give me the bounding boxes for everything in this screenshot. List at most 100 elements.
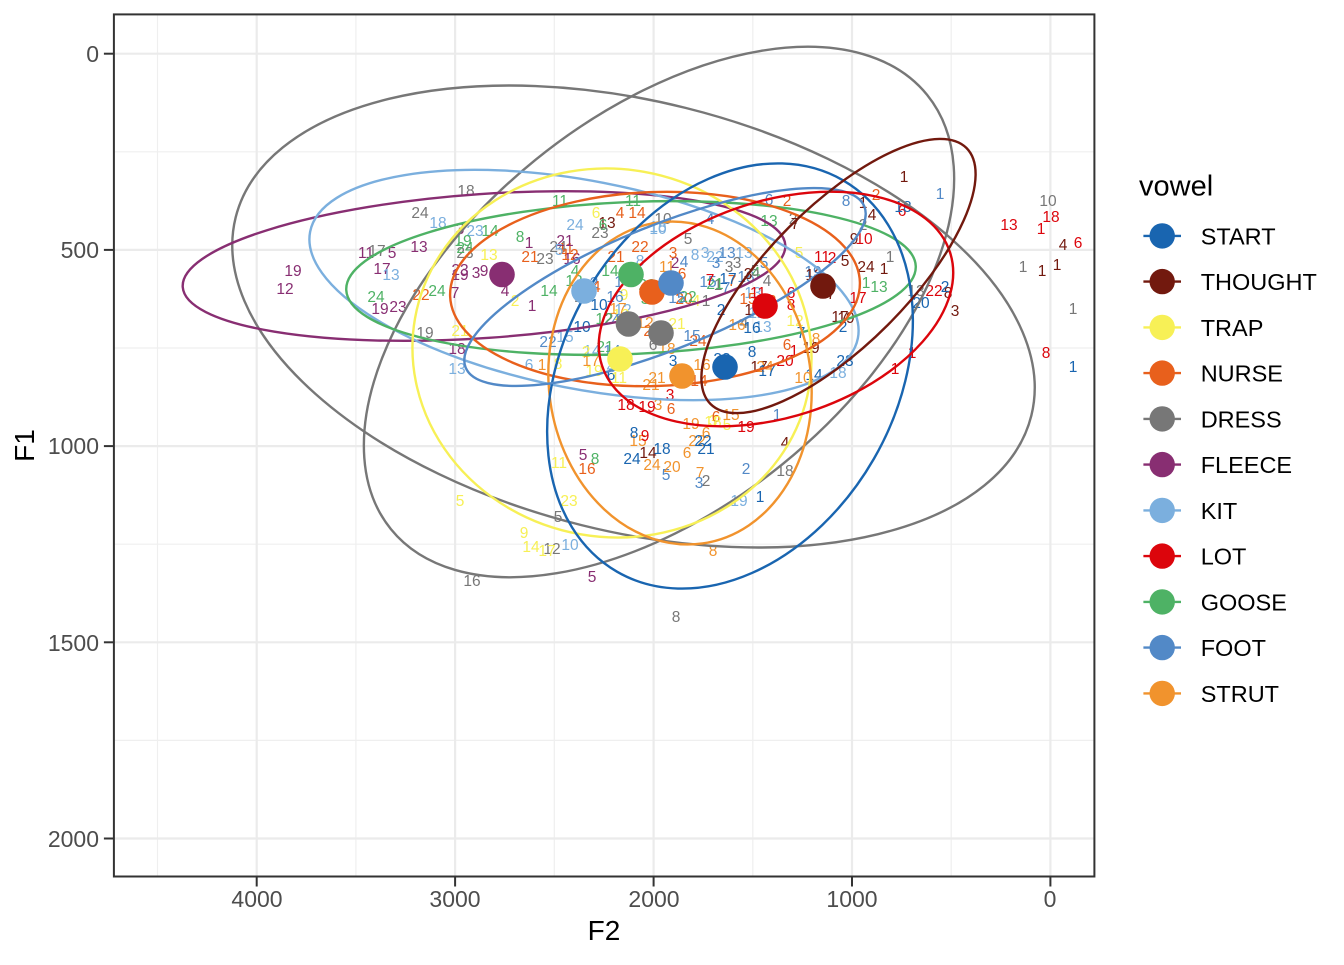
svg-text:0: 0	[1044, 886, 1057, 912]
svg-text:20: 20	[663, 459, 681, 476]
svg-text:1: 1	[880, 261, 889, 278]
svg-text:4: 4	[571, 263, 580, 280]
svg-text:6: 6	[712, 409, 721, 426]
svg-text:3: 3	[725, 259, 734, 276]
svg-text:1: 1	[1038, 263, 1047, 280]
svg-text:24: 24	[643, 457, 661, 474]
svg-text:9: 9	[480, 263, 489, 280]
svg-text:14: 14	[481, 223, 499, 240]
svg-text:13: 13	[598, 215, 615, 232]
svg-text:17: 17	[373, 261, 390, 278]
svg-text:3: 3	[666, 387, 675, 404]
svg-text:23: 23	[456, 245, 473, 262]
svg-text:23: 23	[591, 225, 608, 242]
svg-text:19: 19	[730, 493, 747, 510]
svg-text:2: 2	[742, 461, 751, 478]
svg-text:3: 3	[654, 397, 663, 414]
svg-text:5: 5	[579, 447, 588, 464]
svg-text:17: 17	[758, 363, 775, 380]
svg-text:6: 6	[783, 337, 792, 354]
svg-text:24: 24	[367, 289, 385, 306]
svg-text:12: 12	[543, 541, 560, 558]
svg-text:500: 500	[61, 237, 99, 263]
svg-text:START: START	[1201, 223, 1276, 249]
svg-text:22: 22	[706, 249, 723, 266]
svg-text:6: 6	[683, 445, 692, 462]
svg-text:8: 8	[591, 451, 600, 468]
svg-text:22: 22	[688, 433, 705, 450]
svg-text:1000: 1000	[826, 886, 877, 912]
svg-text:6: 6	[525, 357, 534, 374]
svg-text:1: 1	[1069, 301, 1078, 318]
svg-text:5: 5	[555, 242, 564, 259]
svg-text:13: 13	[870, 279, 887, 296]
svg-text:22: 22	[694, 433, 711, 450]
svg-text:4: 4	[740, 315, 749, 332]
svg-text:0: 0	[86, 41, 99, 67]
svg-text:14: 14	[522, 539, 540, 556]
svg-text:21: 21	[706, 276, 723, 293]
svg-text:KIT: KIT	[1201, 498, 1238, 524]
svg-text:6: 6	[765, 192, 774, 209]
svg-text:5: 5	[684, 231, 693, 248]
svg-text:1: 1	[886, 249, 895, 266]
svg-text:16: 16	[463, 573, 480, 590]
svg-text:3: 3	[669, 245, 678, 262]
svg-text:9: 9	[620, 287, 629, 304]
svg-text:23: 23	[466, 223, 483, 240]
svg-text:3: 3	[709, 413, 718, 430]
svg-text:2: 2	[605, 311, 614, 328]
svg-text:15: 15	[629, 433, 646, 450]
svg-text:2000: 2000	[48, 826, 99, 852]
svg-text:24: 24	[566, 217, 584, 234]
svg-text:6: 6	[702, 425, 711, 442]
svg-text:6: 6	[678, 266, 687, 283]
svg-text:2: 2	[671, 255, 680, 272]
svg-text:19: 19	[371, 301, 388, 318]
svg-text:22: 22	[925, 283, 942, 300]
svg-text:5: 5	[456, 493, 465, 510]
svg-text:8: 8	[812, 331, 821, 348]
svg-text:15: 15	[739, 291, 756, 308]
svg-text:18: 18	[776, 463, 793, 480]
svg-text:TRAP: TRAP	[1201, 315, 1264, 341]
svg-text:14: 14	[540, 283, 558, 300]
svg-text:1: 1	[756, 489, 765, 506]
svg-text:1: 1	[714, 277, 723, 294]
svg-text:6: 6	[898, 203, 907, 220]
svg-text:8: 8	[709, 543, 718, 560]
svg-text:3: 3	[712, 255, 721, 272]
svg-text:3: 3	[951, 303, 960, 320]
svg-text:8: 8	[1042, 345, 1051, 362]
svg-text:8: 8	[636, 253, 645, 270]
svg-text:22: 22	[539, 334, 556, 351]
svg-text:1500: 1500	[48, 630, 99, 656]
svg-text:4: 4	[501, 283, 510, 300]
svg-text:6: 6	[599, 217, 608, 234]
svg-text:4: 4	[1059, 237, 1068, 254]
svg-text:11: 11	[558, 241, 574, 258]
svg-text:20: 20	[675, 291, 693, 308]
svg-text:13: 13	[448, 361, 465, 378]
svg-text:7: 7	[706, 272, 715, 289]
svg-text:15: 15	[699, 274, 716, 291]
svg-text:14: 14	[628, 205, 646, 222]
svg-text:12: 12	[561, 247, 578, 264]
svg-text:GOOSE: GOOSE	[1201, 589, 1287, 615]
svg-text:4: 4	[763, 273, 772, 290]
svg-text:21: 21	[648, 370, 665, 387]
svg-text:24: 24	[623, 451, 641, 468]
svg-text:DRESS: DRESS	[1201, 406, 1282, 432]
svg-text:1: 1	[538, 357, 547, 374]
svg-text:10: 10	[561, 537, 579, 554]
svg-text:5: 5	[662, 467, 671, 484]
svg-text:8: 8	[691, 247, 700, 264]
svg-text:6: 6	[607, 367, 616, 384]
svg-text:6: 6	[649, 337, 658, 354]
svg-text:19: 19	[638, 399, 655, 416]
svg-text:18: 18	[457, 183, 474, 200]
svg-text:17: 17	[538, 543, 555, 560]
svg-text:13: 13	[718, 245, 735, 262]
svg-text:24: 24	[411, 205, 429, 222]
svg-text:8: 8	[554, 356, 563, 373]
